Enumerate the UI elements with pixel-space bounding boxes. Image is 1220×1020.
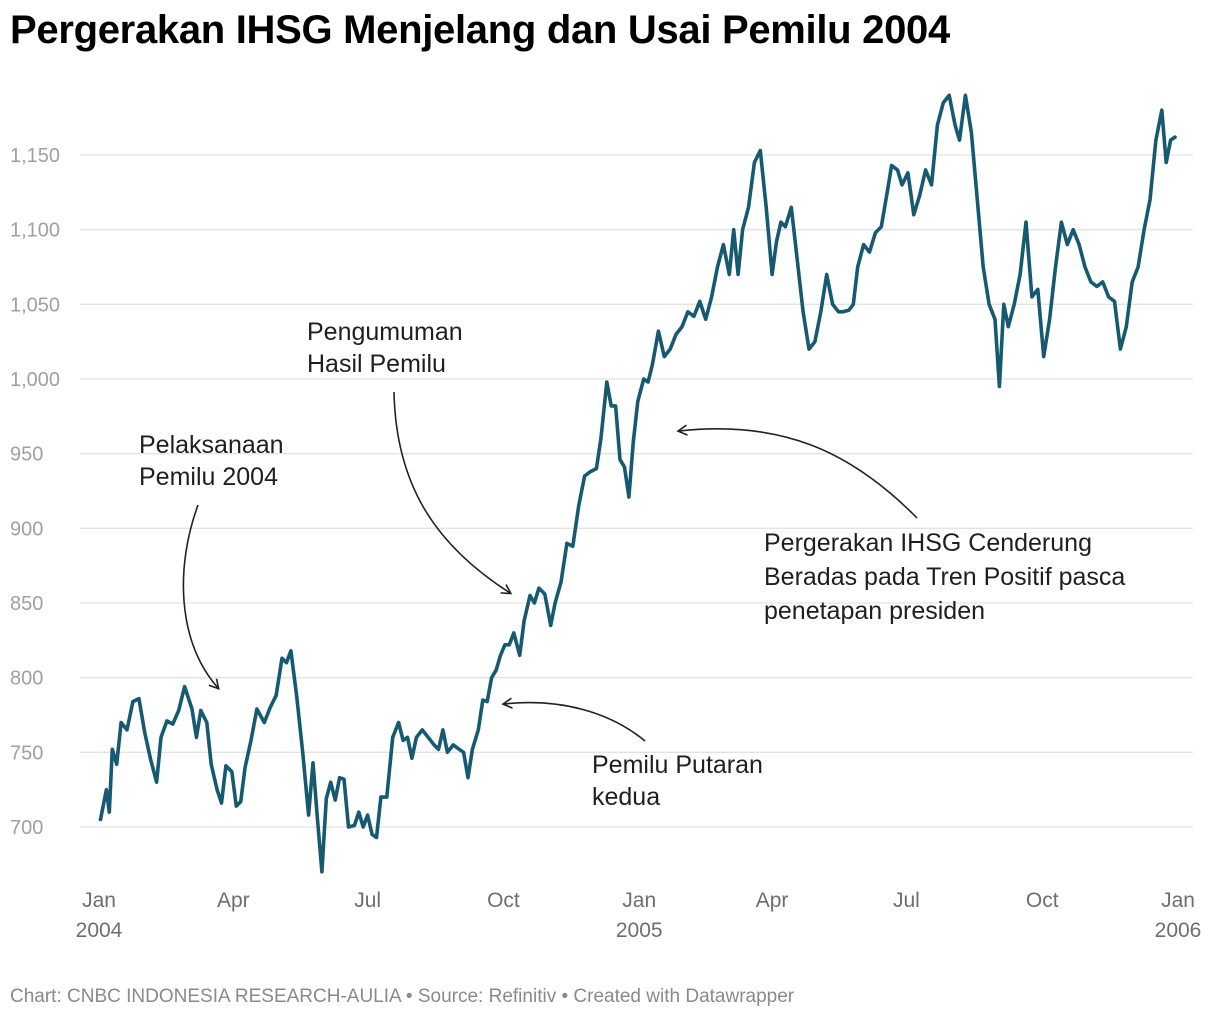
gridlines bbox=[80, 154, 1193, 828]
x-tick-label: Apr bbox=[217, 889, 250, 912]
x-tick-year-label: 2004 bbox=[76, 919, 123, 942]
y-axis-ticks: 700 750 800 850 900 950 1,000 1,050 1,100 1,150 bbox=[10, 145, 60, 839]
x-tick-year-label: 2006 bbox=[1155, 919, 1202, 942]
y-tick-label: 900 bbox=[10, 518, 43, 540]
annotation: Pelaksanaan Pemilu 2004 bbox=[139, 431, 284, 690]
y-tick-label: 950 bbox=[10, 444, 43, 466]
y-tick-label: 700 bbox=[10, 817, 43, 839]
y-tick-label: 850 bbox=[10, 593, 43, 615]
annotation-arrow bbox=[676, 424, 918, 519]
y-tick-label: 750 bbox=[10, 742, 43, 764]
chart-title: Pergerakan IHSG Menjelang dan Usai Pemil… bbox=[10, 8, 950, 52]
annotation-text: Pelaksanaan bbox=[139, 431, 284, 459]
annotation-text: Pergerakan IHSG Cenderung bbox=[764, 529, 1092, 557]
x-tick-label: Jan bbox=[1161, 889, 1195, 912]
line-chart: 700 750 800 850 900 950 1,000 1,050 1,100 1,150 J… bbox=[10, 93, 1202, 942]
series-line bbox=[98, 93, 1177, 874]
x-tick-label: Oct bbox=[487, 889, 520, 912]
annotation-text: Pengumuman bbox=[307, 318, 463, 346]
annotation-arrow bbox=[182, 504, 220, 690]
chart-footer: Chart: CNBC INDONESIA RESEARCH-AULIA • S… bbox=[10, 986, 795, 1007]
y-tick-label: 1,100 bbox=[10, 220, 60, 242]
annotation-text: Pemilu Putaran bbox=[592, 751, 763, 779]
annotation: Pergerakan IHSG Cenderung Beradas pada Tr… bbox=[676, 424, 1125, 625]
series-layer bbox=[98, 93, 1177, 874]
x-tick-label: Jul bbox=[893, 889, 920, 912]
annotation-text: Hasil Pemilu bbox=[307, 350, 446, 378]
x-tick-label: Jan bbox=[622, 889, 656, 912]
x-tick-year-label: 2005 bbox=[616, 919, 663, 942]
y-tick-label: 1,150 bbox=[10, 145, 60, 167]
annotation-arrow bbox=[393, 391, 513, 595]
y-tick-label: 1,050 bbox=[10, 294, 60, 316]
y-tick-label: 800 bbox=[10, 668, 43, 690]
x-axis-ticks: Jan 2004 Apr Jul Oct Jan 2005 Apr Jul Oct Jan 2006 bbox=[76, 889, 1202, 942]
annotation-text: Pemilu 2004 bbox=[139, 463, 278, 491]
x-tick-label: Apr bbox=[756, 889, 789, 912]
annotation-text: penetapan presiden bbox=[764, 597, 985, 625]
annotation: Pemilu Putaran kedua bbox=[501, 697, 763, 811]
annotation-text: Beradas pada Tren Positif pasca bbox=[764, 563, 1125, 591]
x-tick-label: Oct bbox=[1026, 889, 1059, 912]
annotation-text: kedua bbox=[592, 783, 660, 811]
x-tick-label: Jul bbox=[354, 889, 381, 912]
annotations: Pelaksanaan Pemilu 2004 Pengumuman Hasil Pe… bbox=[139, 318, 1125, 811]
annotation-arrow bbox=[501, 697, 646, 742]
annotation: Pengumuman Hasil Pemilu bbox=[307, 318, 513, 595]
y-tick-label: 1,000 bbox=[10, 369, 60, 391]
x-tick-label: Jan bbox=[82, 889, 116, 912]
